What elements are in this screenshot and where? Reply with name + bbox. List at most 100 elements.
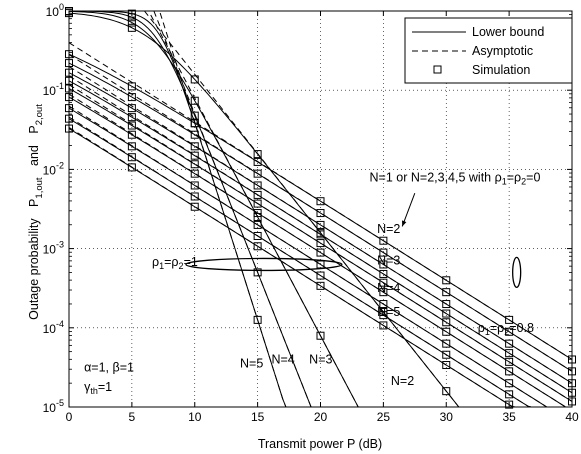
sim-marker-rho08-n2 xyxy=(316,248,325,257)
y-tick-label: 10-1 xyxy=(43,81,64,98)
legend: Lower bound Asymptotic Simulation xyxy=(404,17,573,84)
sim-marker-rho0-n2 xyxy=(379,248,388,257)
sim-marker-rho08-n4 xyxy=(127,153,136,162)
x-tick-label: 35 xyxy=(502,410,516,424)
sim-marker-rho0-n1 xyxy=(127,82,136,91)
sim-marker-rho1-n5 xyxy=(190,119,199,128)
annotation-rho1-label: ρ1=ρ2=1 xyxy=(152,255,198,271)
asymptotic-curve-rho0-n1 xyxy=(68,42,573,360)
rho08-group-ellipse xyxy=(512,256,522,289)
annotation-n5-label: N=5 xyxy=(240,356,263,370)
sim-marker-rho1-n2 xyxy=(253,150,262,159)
x-tick-label: 40 xyxy=(565,410,579,424)
axis-ticks: 0 5 10 15 20 25 30 35 40 100 10-1 10-2 10-3 10-4 10-5 xyxy=(43,2,579,424)
sim-marker-rho08-n3 xyxy=(379,300,388,309)
sim-marker-rho08-n4 xyxy=(316,271,325,280)
x-tick-label: 10 xyxy=(188,410,202,424)
n-arrow-line xyxy=(401,192,416,227)
sim-marker-rho0-n2 xyxy=(253,169,262,178)
sim-marker-rho08-n5 xyxy=(253,242,262,251)
y-tick-label: 10-4 xyxy=(43,319,64,336)
sim-marker-rho0-n5 xyxy=(442,318,451,327)
annotation-n2-label: N=2 xyxy=(391,374,414,388)
x-tick-label: 20 xyxy=(314,410,328,424)
sim-marker-rho08-n5 xyxy=(505,400,514,409)
annotation-n-list-3: N=3 xyxy=(377,253,400,267)
sim-marker-rho1-n5 xyxy=(253,315,262,324)
asymptotic-curve-rho08-n4 xyxy=(68,116,535,408)
sim-marker-rho0-n5 xyxy=(127,121,136,130)
sim-marker-rho08-n5 xyxy=(442,361,451,370)
annotation-params-1: α=1, β=1 xyxy=(84,360,134,374)
y-tick-label: 100 xyxy=(46,2,64,19)
sim-marker-rho08-n5 xyxy=(190,202,199,211)
sim-marker-rho08-n3 xyxy=(190,181,199,190)
sim-marker-rho0-n3 xyxy=(316,220,325,229)
annotation-n-list-4: N=4 xyxy=(377,281,400,295)
annotation-rho0-label: N=1 or N=2,3,4,5 with ρ1=ρ2=0 xyxy=(370,170,541,186)
legend-label-simulation: Simulation xyxy=(472,63,530,77)
sim-marker-rho08-n2 xyxy=(442,327,451,336)
sim-marker-rho0-n2 xyxy=(127,93,136,102)
sim-marker-rho0-n3 xyxy=(379,260,388,269)
sim-marker-rho0-n3 xyxy=(190,142,199,151)
sim-marker-rho08-n5 xyxy=(379,321,388,330)
sim-marker-rho1-n2 xyxy=(442,387,451,396)
sim-marker-rho1-n2 xyxy=(379,307,388,316)
sim-marker-rho1-n4 xyxy=(253,268,262,277)
sim-marker-rho08-n4 xyxy=(442,350,451,359)
asymptotic-curve-rho0-n2 xyxy=(68,54,573,372)
sim-marker-rho0-n1 xyxy=(379,236,388,245)
sim-marker-rho0-n4 xyxy=(127,113,136,122)
sim-marker-rho0-n2 xyxy=(316,209,325,218)
sim-marker-rho0-n4 xyxy=(442,309,451,318)
legend-square-marker xyxy=(433,65,442,74)
sim-marker-rho0-n1 xyxy=(316,197,325,206)
y-label-p2-sub: 2,out xyxy=(34,104,45,125)
asymptotic-curve-rho1-n2 xyxy=(144,10,462,408)
sim-marker-rho1-n3 xyxy=(253,213,262,222)
sim-marker-rho0-n3 xyxy=(253,181,262,190)
sim-marker-rho08-n2 xyxy=(379,288,388,297)
n-arrow-head xyxy=(402,220,407,227)
sim-marker-rho0-n1 xyxy=(505,315,514,324)
x-tick-label: 5 xyxy=(129,410,136,424)
asymptotic-curve-rho08-n2 xyxy=(68,93,572,408)
lower-bound-curve-rho08-n4 xyxy=(68,118,535,408)
lower-bound-curve-rho1-n2 xyxy=(68,12,460,408)
y-label-text: Outage probability xyxy=(27,218,41,320)
x-axis-label: Transmit power P (dB) xyxy=(258,437,382,451)
sim-marker-rho1-n2 xyxy=(190,75,199,84)
sim-marker-rho0-n3 xyxy=(442,300,451,309)
y-tick-label: 10-5 xyxy=(43,398,64,415)
sim-marker-rho1-n5 xyxy=(127,9,136,18)
sim-marker-rho08-n3 xyxy=(253,220,262,229)
asymptotic-curve-rho0-n4 xyxy=(68,75,573,394)
sim-marker-rho08-n5 xyxy=(127,163,136,172)
y-label-p1-sub: 1,out xyxy=(34,177,45,198)
sim-marker-rho0-n4 xyxy=(190,151,199,160)
sim-marker-rho0-n5 xyxy=(316,239,325,248)
sim-marker-rho0-n5 xyxy=(379,278,388,287)
y-axis-label: Outage probability P1,out and P2,out xyxy=(27,104,45,320)
sim-marker-rho0-n3 xyxy=(505,339,514,348)
x-tick-label: 15 xyxy=(251,410,265,424)
sim-marker-rho0-n4 xyxy=(505,349,514,358)
asymptotic-curve-rho08-n5 xyxy=(68,126,519,408)
asymptotic-curve-rho0-n5 xyxy=(68,84,573,402)
annotation-n4-label: N=4 xyxy=(271,352,294,366)
sim-marker-rho0-n5 xyxy=(190,160,199,169)
annotation-n3-label: N=3 xyxy=(309,352,332,366)
sim-marker-rho08-n3 xyxy=(127,142,136,151)
y-label-and: and xyxy=(27,145,41,166)
sim-marker-rho1-n2 xyxy=(316,228,325,237)
sim-marker-rho0-n5 xyxy=(253,199,262,208)
sim-marker-rho0-n3 xyxy=(127,104,136,113)
annotation-params-2: γth=1 xyxy=(84,380,112,396)
sim-marker-rho0-n1 xyxy=(442,276,451,285)
sim-marker-rho1-n3 xyxy=(190,96,199,105)
asymptotic-curve-rho08-n3 xyxy=(68,105,550,408)
sim-marker-rho08-n2 xyxy=(190,169,199,178)
lower-bound-curve-rho1-n4 xyxy=(68,10,312,408)
